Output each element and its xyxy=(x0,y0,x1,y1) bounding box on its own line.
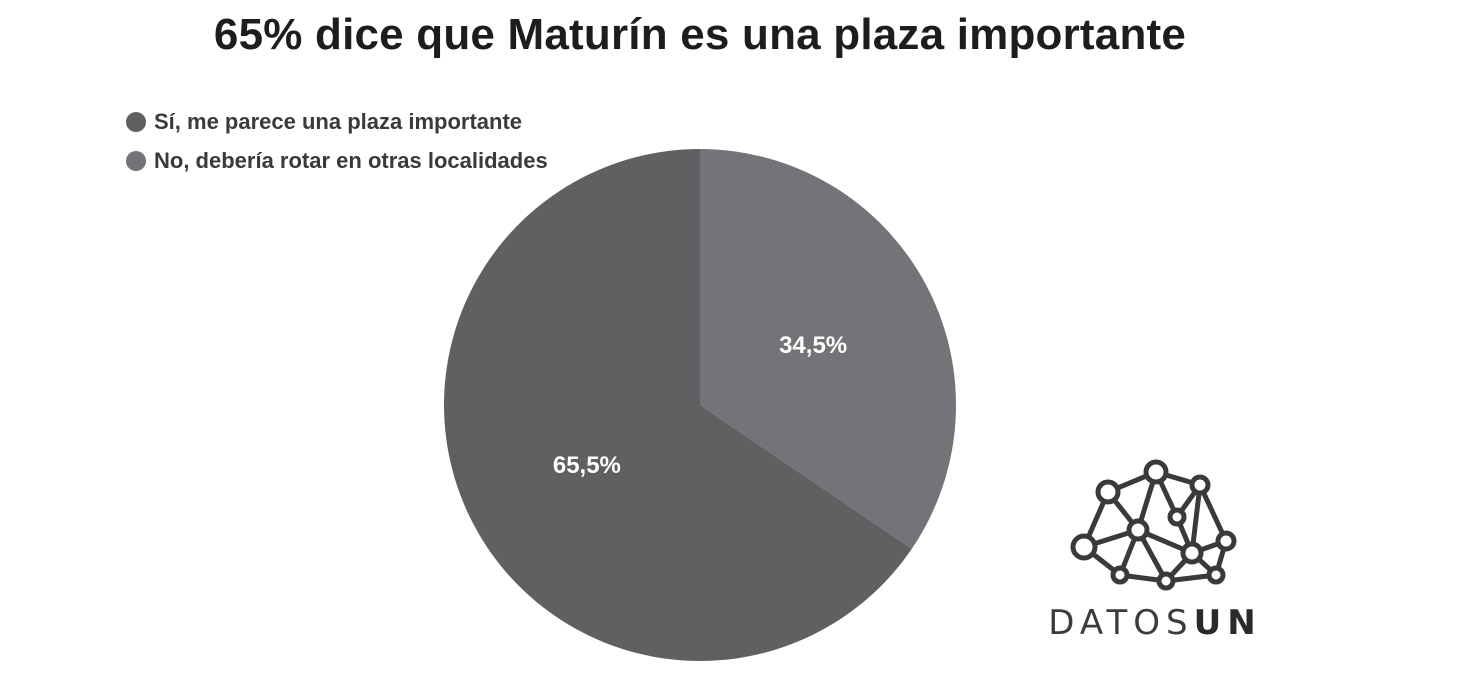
legend-swatch-no xyxy=(126,150,146,171)
legend-swatch-si xyxy=(126,111,146,132)
legend-label-si: Sí, me parece una plaza importante xyxy=(154,108,523,134)
network-brain-icon xyxy=(1070,459,1237,591)
pie-slice-1 xyxy=(443,149,912,661)
legend: Sí, me parece una plaza importante No, d… xyxy=(126,102,548,180)
chart-title: 65% dice que Maturín es una plaza import… xyxy=(213,10,1187,59)
datosun-logo: DATOSUN xyxy=(1040,455,1270,655)
pie-slice-0 xyxy=(700,149,957,549)
legend-label-no: No, debería rotar en otras localidades xyxy=(154,147,548,173)
logo-text-un: UN xyxy=(1193,603,1262,643)
logo-text-datos: DATOS xyxy=(1048,603,1194,643)
pie-slice-label-1: 65,5% xyxy=(553,452,621,479)
logo-text: DATOSUN xyxy=(1040,603,1270,643)
legend-item-no: No, debería rotar en otras localidades xyxy=(126,141,548,180)
pie-slice-label-0: 34,5% xyxy=(779,332,847,359)
legend-item-si: Sí, me parece una plaza importante xyxy=(126,102,548,141)
